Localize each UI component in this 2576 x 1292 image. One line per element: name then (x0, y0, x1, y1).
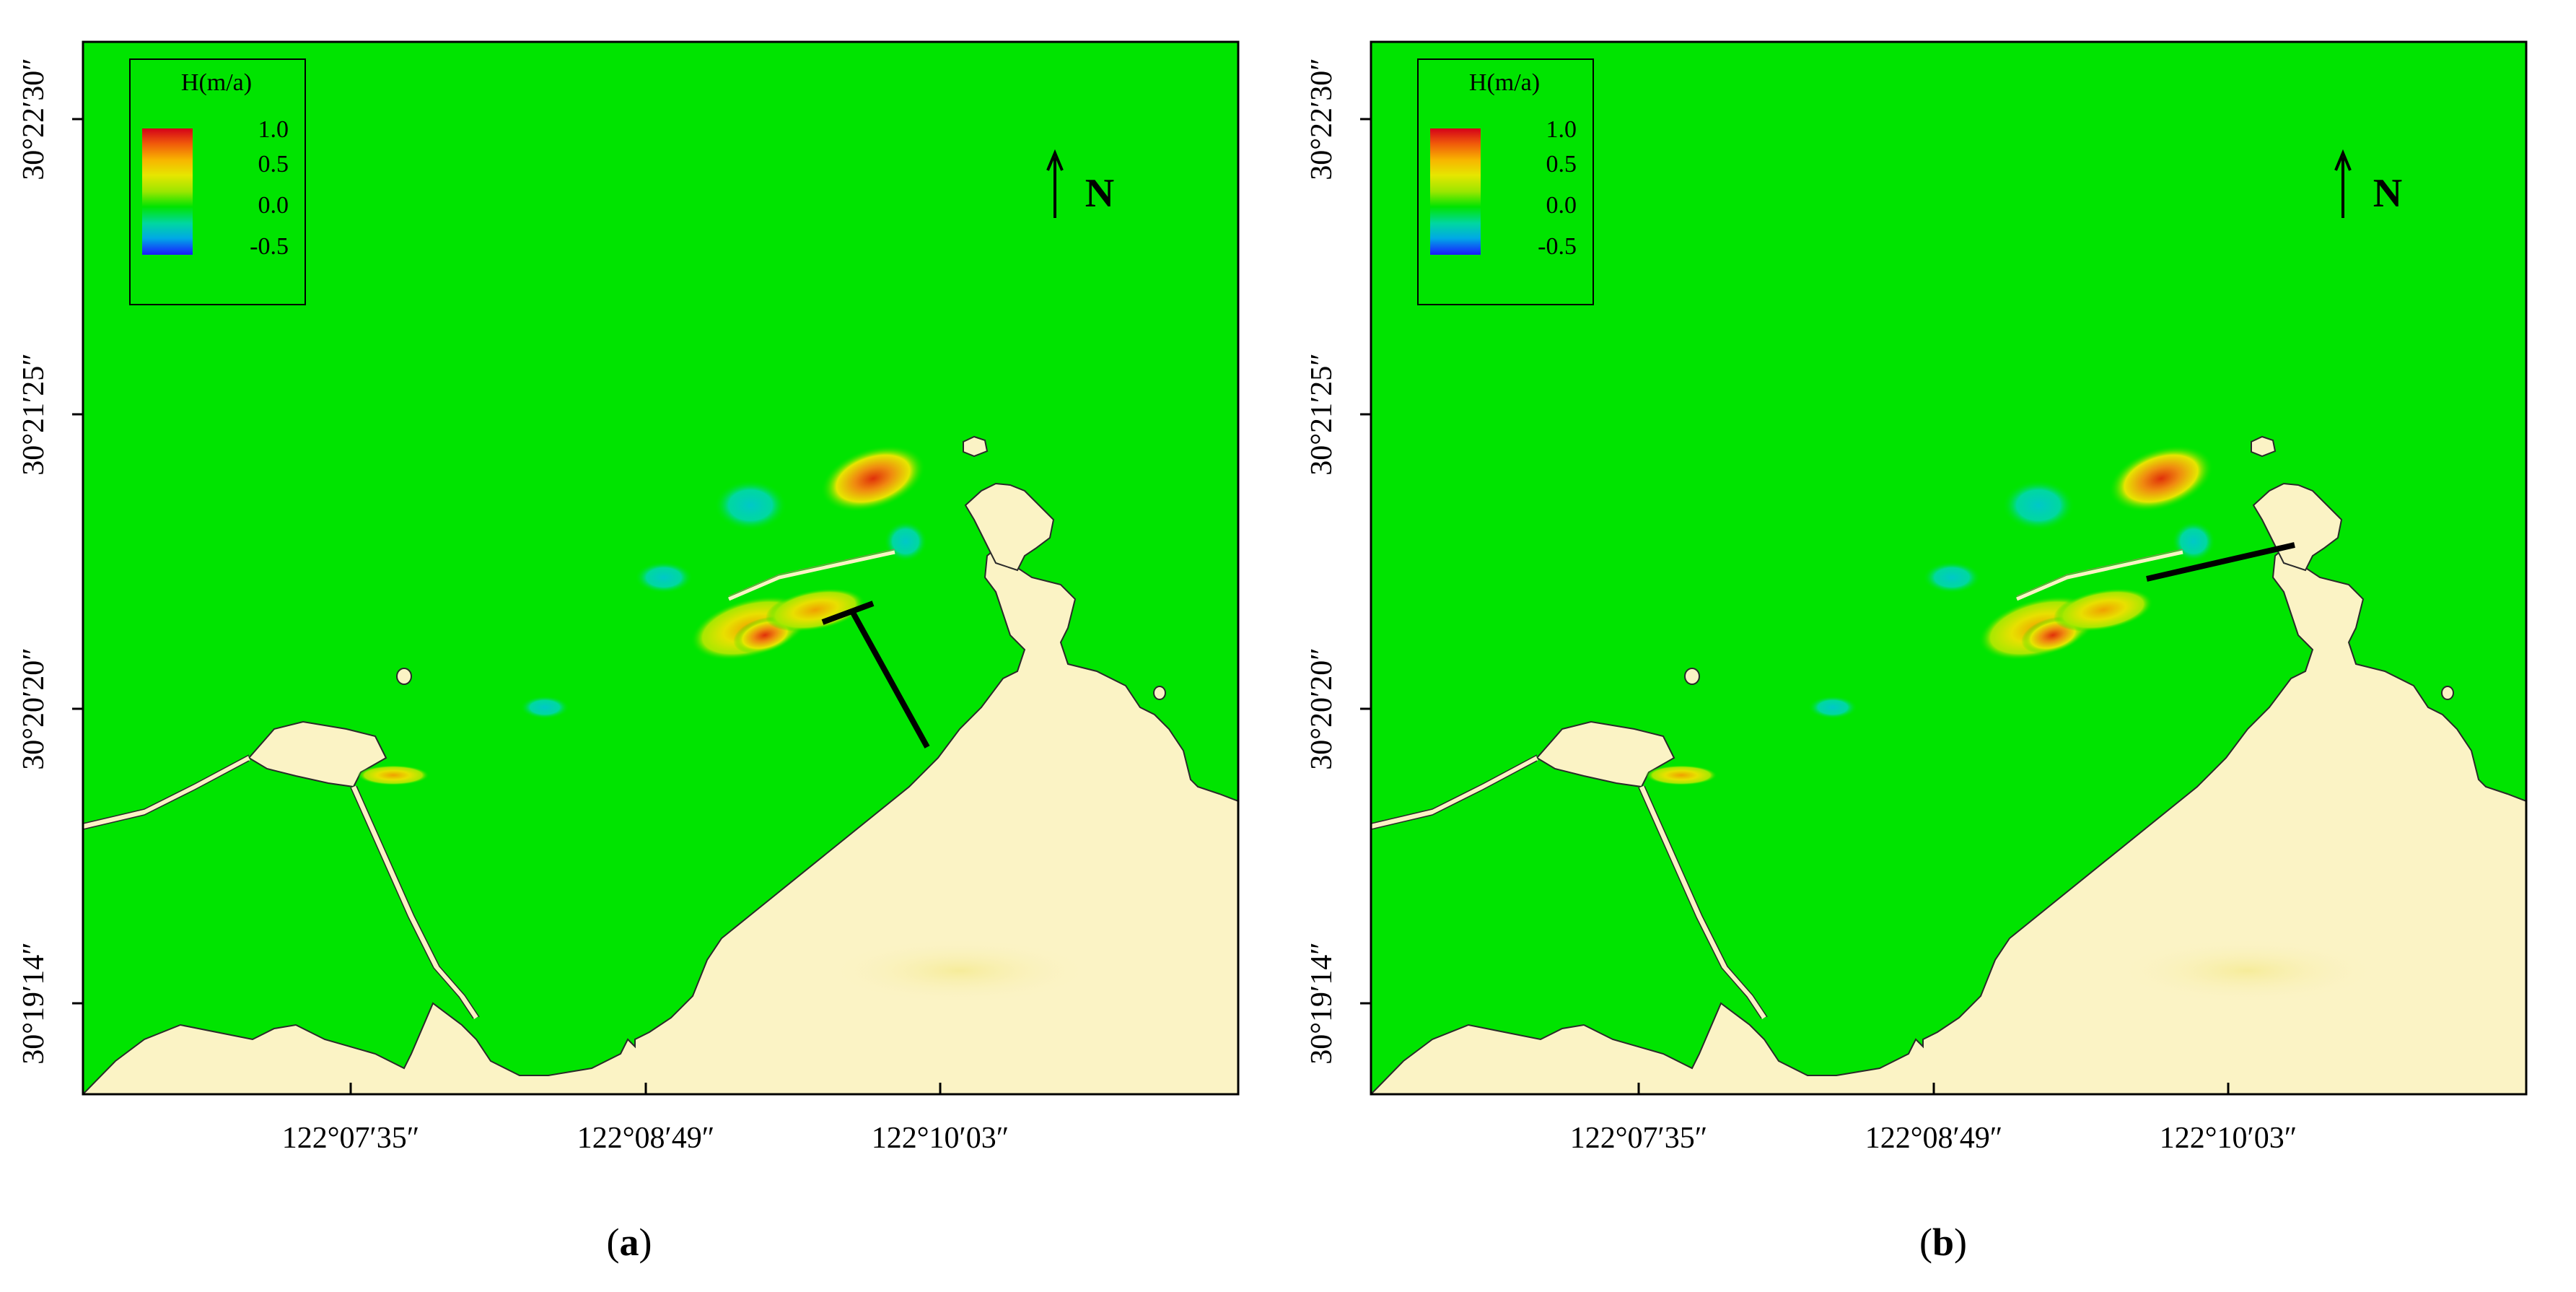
legend-tick-label: 0.5 (258, 151, 289, 178)
legend-title: H(m/a) (181, 69, 252, 96)
north-label: N (2373, 171, 2402, 216)
legend-tick-label: 0.0 (1546, 192, 1577, 219)
north-arrow-icon (2334, 149, 2352, 218)
map-panel-a: 30°22′30″ 30°21′25″ 30°20′20″ 30°19′14″ 122°… (17, 0, 1288, 1264)
legend-tick-label: 1.0 (258, 116, 289, 143)
y-tick-label: 30°21′25″ (17, 353, 51, 475)
x-tick-label: 122°10′03″ (872, 1122, 1009, 1155)
legend-title: H(m/a) (1469, 69, 1540, 96)
x-tick-label: 122°07′35″ (282, 1122, 419, 1155)
y-tick-label: 30°22′30″ (17, 58, 51, 180)
legend-tick-label: 1.0 (1546, 116, 1577, 143)
map-panel-b: 30°22′30″ 30°21′25″ 30°20′20″ 30°19′14″ 122°… (1288, 0, 2576, 1292)
north-arrow-icon (1046, 149, 1064, 218)
y-tick-label: 30°19′14″ (17, 942, 51, 1064)
proposed-structure-straight (2146, 542, 2295, 582)
y-tick-label: 30°19′14″ (1305, 942, 1339, 1064)
panel-caption-b: (b) (1919, 1221, 1968, 1264)
x-tick-label: 122°08′49″ (577, 1122, 714, 1155)
y-tick-label: 30°22′30″ (1305, 58, 1339, 180)
panel-caption-a: (a) (606, 1221, 652, 1264)
y-tick-label: 30°20′20″ (1305, 647, 1339, 769)
y-tick-label: 30°21′25″ (1305, 353, 1339, 475)
north-label: N (1085, 171, 1114, 216)
x-tick-label: 122°07′35″ (1570, 1122, 1707, 1155)
legend-tick-label: -0.5 (250, 233, 289, 260)
legend-tick-label: -0.5 (1538, 233, 1577, 260)
x-tick-label: 122°08′49″ (1865, 1122, 2002, 1155)
proposed-structure-spur (821, 601, 930, 748)
legend-tick-label: 0.0 (258, 192, 289, 219)
x-tick-label: 122°10′03″ (2160, 1122, 2297, 1155)
legend-tick-label: 0.5 (1546, 151, 1577, 178)
y-tick-label: 30°20′20″ (17, 647, 51, 769)
